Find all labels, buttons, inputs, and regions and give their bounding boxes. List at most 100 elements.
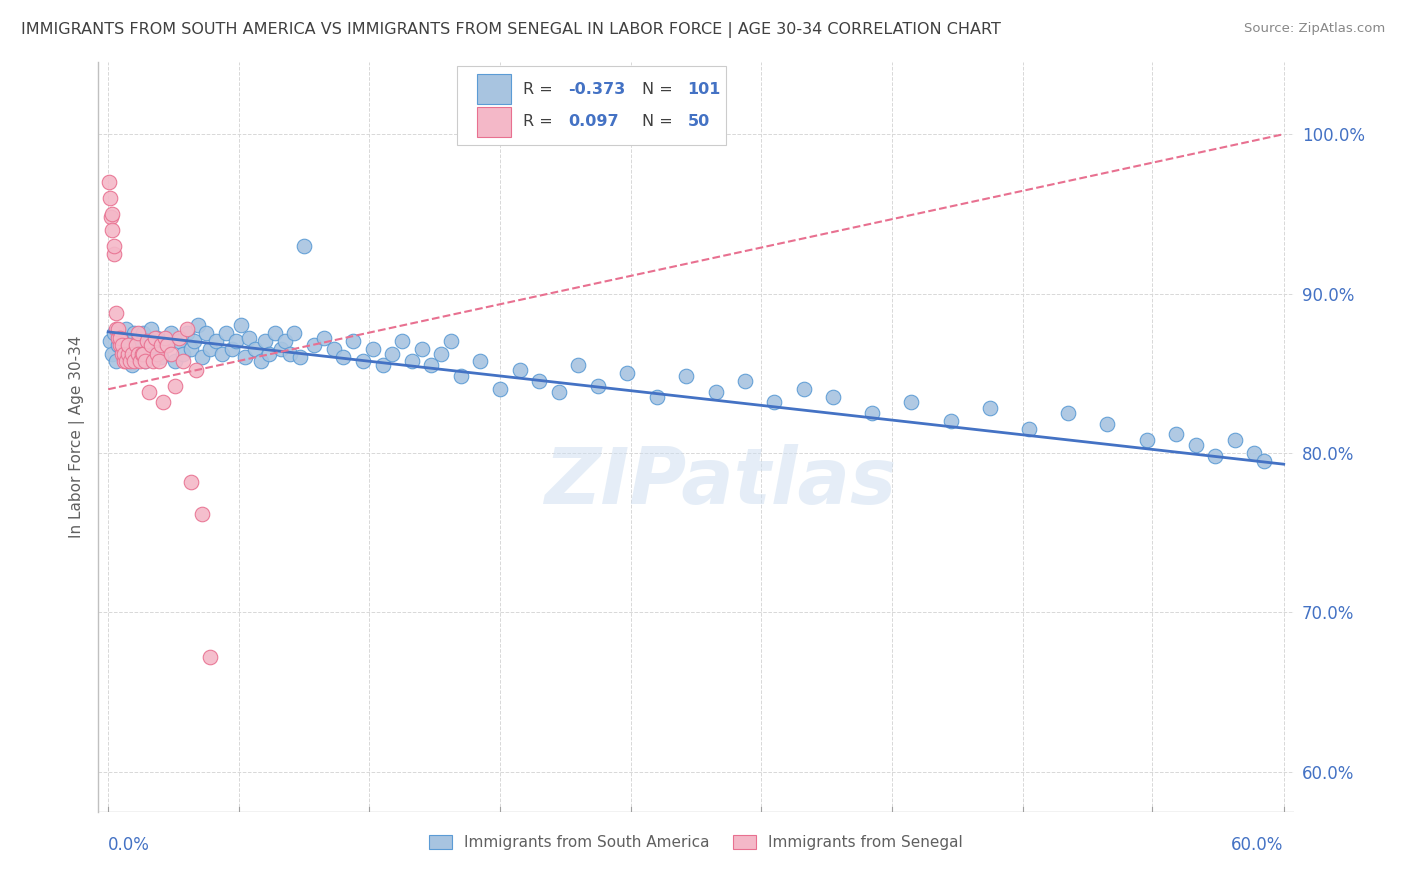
Point xyxy=(860,406,883,420)
Text: 0.097: 0.097 xyxy=(568,114,619,129)
Point xyxy=(105,353,128,368)
Point xyxy=(734,374,756,388)
Point xyxy=(111,343,134,357)
Text: 60.0%: 60.0% xyxy=(1232,836,1284,854)
Point xyxy=(163,379,186,393)
Point xyxy=(979,401,1001,416)
Point xyxy=(1204,449,1226,463)
Point xyxy=(1164,426,1187,441)
Text: -0.373: -0.373 xyxy=(568,82,626,96)
Point xyxy=(253,334,276,349)
Point xyxy=(263,326,285,341)
Point xyxy=(823,390,845,404)
Point xyxy=(195,326,218,341)
Point xyxy=(1057,406,1080,420)
Point xyxy=(187,318,209,333)
Point xyxy=(1184,438,1206,452)
Point xyxy=(127,334,149,349)
Point xyxy=(1135,434,1157,448)
Point xyxy=(292,239,315,253)
Point xyxy=(322,343,344,357)
Point xyxy=(107,331,129,345)
Point xyxy=(211,347,233,361)
Point xyxy=(176,321,198,335)
Point xyxy=(105,321,128,335)
Point xyxy=(108,331,131,345)
Point xyxy=(430,347,453,361)
Point xyxy=(112,347,135,361)
Point xyxy=(112,353,135,368)
Point xyxy=(117,347,139,361)
Point xyxy=(198,650,221,665)
Point xyxy=(704,385,727,400)
Point xyxy=(172,347,194,361)
Point xyxy=(132,326,155,341)
Point xyxy=(101,347,124,361)
Text: R =: R = xyxy=(523,82,558,96)
Point xyxy=(150,351,173,365)
Point xyxy=(124,337,146,351)
Point xyxy=(160,347,183,361)
Point xyxy=(117,347,139,361)
Point xyxy=(1253,454,1275,468)
Point xyxy=(112,351,135,365)
Point xyxy=(107,337,129,351)
Point xyxy=(141,337,163,351)
Point xyxy=(103,246,125,260)
Point xyxy=(793,382,815,396)
Point xyxy=(290,351,312,365)
Legend: Immigrants from South America, Immigrants from Senegal: Immigrants from South America, Immigrant… xyxy=(423,830,969,856)
Point xyxy=(127,347,149,361)
Point xyxy=(111,347,134,361)
Point xyxy=(411,343,433,357)
Point xyxy=(645,390,668,404)
Point xyxy=(1018,422,1040,436)
Point xyxy=(128,337,150,351)
Point xyxy=(547,385,569,400)
Point xyxy=(150,337,173,351)
Point xyxy=(401,353,423,368)
Y-axis label: In Labor Force | Age 30-34: In Labor Force | Age 30-34 xyxy=(69,335,84,539)
Point xyxy=(231,318,253,333)
Point xyxy=(101,223,124,237)
Point xyxy=(361,343,384,357)
Point xyxy=(939,414,962,428)
Text: 50: 50 xyxy=(688,114,710,129)
FancyBboxPatch shape xyxy=(457,66,725,145)
Text: 101: 101 xyxy=(688,82,721,96)
FancyBboxPatch shape xyxy=(477,74,510,104)
Point xyxy=(142,353,165,368)
Point xyxy=(205,334,228,349)
Point xyxy=(141,321,163,335)
Point xyxy=(163,353,186,368)
Point xyxy=(215,326,238,341)
Text: Source: ZipAtlas.com: Source: ZipAtlas.com xyxy=(1244,22,1385,36)
Point xyxy=(470,353,492,368)
Point xyxy=(138,347,160,361)
Point xyxy=(107,321,129,335)
Point xyxy=(179,343,201,357)
Point xyxy=(529,374,551,388)
Text: 0.0%: 0.0% xyxy=(108,836,150,854)
Text: R =: R = xyxy=(523,114,558,129)
Point xyxy=(509,363,531,377)
Point xyxy=(191,351,214,365)
Point xyxy=(167,334,190,349)
Point xyxy=(186,363,208,377)
Text: N =: N = xyxy=(643,114,678,129)
Point xyxy=(153,331,176,345)
Point xyxy=(257,347,280,361)
Point xyxy=(134,353,156,368)
Point xyxy=(763,395,786,409)
Point xyxy=(146,331,169,345)
Point xyxy=(238,331,260,345)
Point xyxy=(127,326,149,341)
Point xyxy=(235,351,257,365)
Point xyxy=(450,369,472,384)
Point xyxy=(108,337,131,351)
Point xyxy=(134,353,156,368)
Point xyxy=(122,353,145,368)
Point xyxy=(225,334,247,349)
Point xyxy=(98,191,121,205)
Point xyxy=(270,343,292,357)
